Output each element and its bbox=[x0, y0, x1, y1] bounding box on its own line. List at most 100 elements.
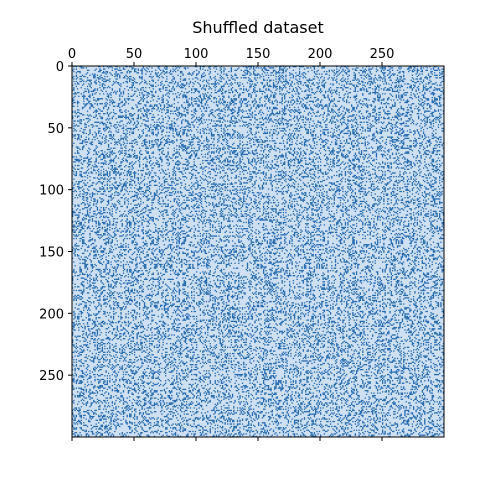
heatmap-cell bbox=[73, 78, 75, 80]
heatmap-cell bbox=[126, 75, 128, 78]
heatmap-cell bbox=[146, 146, 148, 148]
heatmap-cell bbox=[89, 131, 91, 133]
heatmap-cell bbox=[202, 122, 204, 125]
heatmap-cell bbox=[436, 84, 438, 86]
heatmap-cell bbox=[248, 79, 250, 81]
heatmap-cell bbox=[306, 145, 308, 147]
heatmap-cell bbox=[86, 98, 89, 100]
heatmap-cell bbox=[279, 112, 281, 115]
heatmap-cell bbox=[95, 115, 97, 117]
heatmap-cell bbox=[76, 101, 79, 104]
heatmap-cell bbox=[290, 135, 292, 137]
heatmap-cell bbox=[264, 79, 266, 81]
heatmap-cell bbox=[365, 117, 368, 120]
heatmap-cell bbox=[204, 104, 206, 106]
heatmap-cell bbox=[280, 130, 282, 132]
heatmap-cell bbox=[363, 88, 365, 90]
heatmap-cell bbox=[323, 121, 326, 123]
heatmap-cell bbox=[440, 138, 442, 141]
heatmap-cell bbox=[354, 130, 357, 132]
heatmap-cell bbox=[223, 132, 225, 135]
heatmap-cell bbox=[277, 72, 280, 74]
heatmap-cell bbox=[119, 77, 121, 79]
heatmap-cell bbox=[282, 66, 285, 68]
heatmap-cell bbox=[124, 146, 126, 148]
heatmap-cell bbox=[245, 73, 247, 75]
heatmap-cell bbox=[234, 147, 236, 149]
heatmap-cell bbox=[327, 90, 329, 93]
heatmap-cell bbox=[158, 121, 161, 123]
heatmap-cell bbox=[251, 137, 254, 140]
heatmap-cell bbox=[399, 122, 401, 125]
heatmap-cell bbox=[405, 94, 407, 96]
heatmap-cell bbox=[432, 68, 435, 70]
heatmap-cell bbox=[94, 99, 96, 101]
heatmap-cell bbox=[246, 101, 249, 104]
heatmap-cell bbox=[432, 111, 435, 114]
heatmap-cell bbox=[253, 141, 255, 143]
heatmap-cell bbox=[344, 69, 347, 71]
heatmap-cell bbox=[390, 74, 392, 76]
heatmap-cell bbox=[162, 87, 164, 89]
heatmap-cell bbox=[303, 141, 306, 143]
heatmap-cell bbox=[172, 70, 174, 73]
heatmap-cell bbox=[357, 126, 359, 128]
heatmap-cell bbox=[104, 137, 106, 140]
heatmap-cell bbox=[344, 111, 347, 114]
heatmap-cell bbox=[313, 84, 316, 86]
heatmap-cell bbox=[422, 96, 425, 99]
heatmap-cell bbox=[160, 108, 162, 110]
heatmap-cell bbox=[79, 121, 81, 123]
heatmap-cell bbox=[203, 146, 205, 148]
heatmap-cell bbox=[360, 106, 363, 109]
heatmap-cell bbox=[73, 142, 75, 144]
heatmap-cell bbox=[111, 101, 113, 104]
heatmap-cell bbox=[109, 93, 111, 95]
heatmap-cell bbox=[352, 109, 354, 111]
heatmap-cell bbox=[349, 115, 352, 117]
heatmap-cell bbox=[417, 103, 420, 105]
heatmap-cell bbox=[81, 79, 84, 81]
heatmap-cell bbox=[272, 112, 275, 115]
heatmap-cell bbox=[249, 93, 251, 95]
heatmap-cell bbox=[287, 122, 290, 125]
heatmap-cell bbox=[374, 99, 376, 101]
heatmap-cell bbox=[222, 138, 224, 141]
heatmap-cell bbox=[307, 130, 309, 132]
heatmap-cell bbox=[394, 104, 396, 106]
heatmap-cell bbox=[245, 99, 247, 101]
heatmap-cell bbox=[228, 114, 230, 116]
heatmap-cell bbox=[370, 126, 373, 128]
heatmap-cell bbox=[346, 124, 348, 126]
heatmap-cell bbox=[101, 121, 104, 123]
heatmap-cell bbox=[375, 88, 378, 90]
heatmap-cell bbox=[248, 89, 250, 91]
heatmap-cell bbox=[141, 78, 143, 80]
heatmap-cell bbox=[382, 140, 384, 142]
heatmap-cell bbox=[178, 145, 180, 147]
heatmap-cell bbox=[425, 88, 427, 90]
heatmap-cell bbox=[155, 72, 157, 74]
heatmap-cell bbox=[72, 116, 74, 118]
heatmap-cell bbox=[293, 90, 296, 93]
heatmap-cell bbox=[272, 95, 275, 97]
heatmap-cell bbox=[415, 90, 417, 93]
heatmap-cell bbox=[272, 103, 275, 105]
heatmap-cell bbox=[227, 142, 229, 144]
heatmap-cell bbox=[101, 77, 104, 79]
heatmap-cell bbox=[126, 130, 128, 132]
heatmap-cell bbox=[293, 137, 296, 140]
heatmap-cell bbox=[129, 112, 131, 115]
heatmap-cell bbox=[296, 129, 298, 131]
heatmap-cell bbox=[148, 105, 151, 107]
heatmap-cell bbox=[223, 104, 225, 106]
heatmap-cell bbox=[305, 116, 307, 118]
heatmap-cell bbox=[213, 85, 215, 88]
heatmap-cell bbox=[264, 104, 266, 106]
heatmap-cell bbox=[114, 147, 116, 149]
heatmap-cell bbox=[95, 134, 97, 136]
heatmap-cell bbox=[267, 143, 270, 146]
heatmap-cell bbox=[106, 79, 109, 81]
heatmap-cell bbox=[395, 79, 397, 81]
heatmap-cell bbox=[441, 145, 443, 147]
